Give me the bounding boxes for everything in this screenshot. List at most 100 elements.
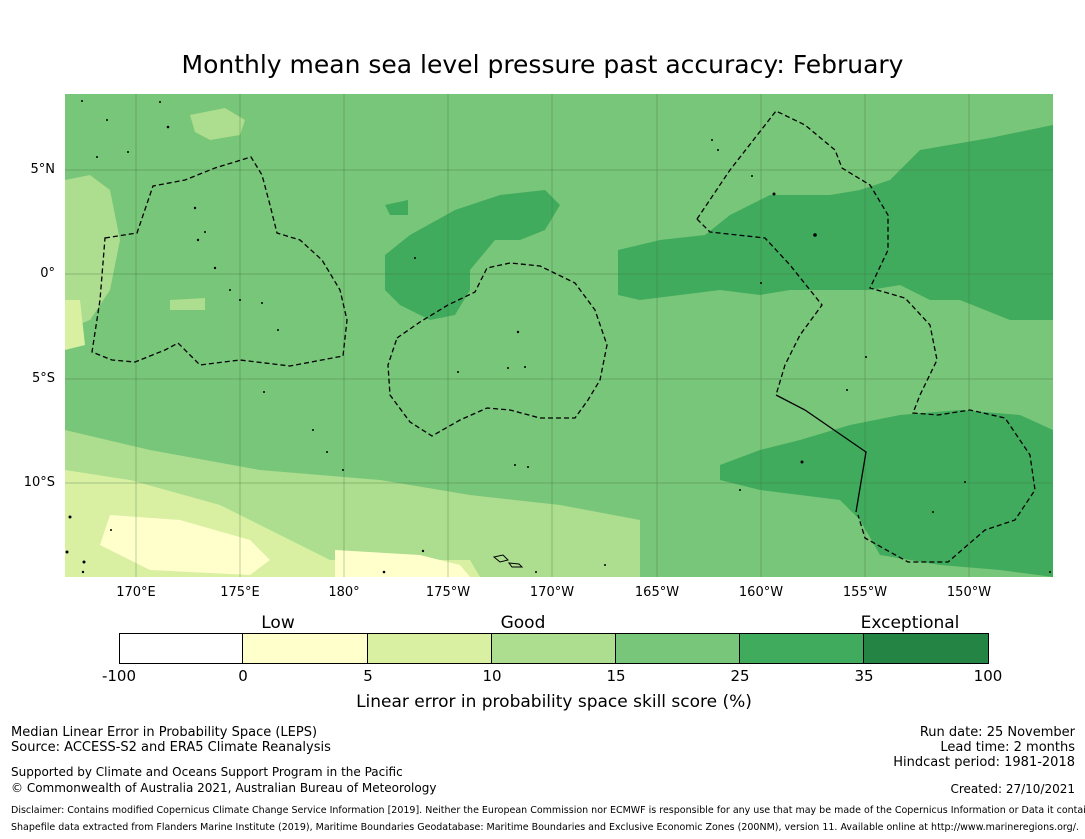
eez-boundary-tokelau <box>387 262 608 437</box>
eez-boundary-kiribati-inner <box>696 218 823 396</box>
colorbar-tick: 5 <box>363 667 373 685</box>
island-marker <box>507 367 509 369</box>
island-marker <box>751 175 753 177</box>
footer-lead-time: Lead time: 2 months <box>940 740 1075 755</box>
island-marker <box>772 192 776 196</box>
island-marker <box>516 330 520 334</box>
island-marker <box>421 549 425 553</box>
island-marker <box>68 515 72 519</box>
island-marker <box>717 149 719 151</box>
island-marker <box>193 206 197 210</box>
colorbar-category-good: Good <box>500 613 546 633</box>
island-marker <box>382 570 386 574</box>
island-marker <box>739 489 741 491</box>
colorbar-segment <box>864 633 989 664</box>
colorbar-tick: 100 <box>973 667 1003 685</box>
island-marker <box>204 231 206 233</box>
island-marker <box>81 570 85 574</box>
lon-label-170w: 170°W <box>529 585 575 600</box>
island-marker <box>65 550 69 554</box>
colorbar-category-exceptional: Exceptional <box>860 613 960 633</box>
eez-boundary-kiribati-line <box>696 110 1036 563</box>
lat-label-0: 0° <box>40 266 55 281</box>
island-marker <box>514 464 516 466</box>
island-marker <box>312 429 314 431</box>
colorbar-segment <box>740 633 864 664</box>
colorbar-label: Linear error in probability space skill … <box>356 692 752 712</box>
island-marker <box>535 571 537 573</box>
island-marker <box>263 391 265 393</box>
map-title: Monthly mean sea level pressure past acc… <box>181 50 904 79</box>
footer-copyright: © Commonwealth of Australia 2021, Austra… <box>11 781 437 795</box>
skill-region-15 <box>190 108 245 140</box>
colorbar-segment <box>119 633 243 664</box>
island-marker <box>82 560 86 564</box>
skill-region-5 <box>100 515 270 575</box>
footer-source: Source: ACCESS-S2 and ERA5 Climate Reana… <box>11 740 331 755</box>
footer-support: Supported by Climate and Oceans Support … <box>11 765 403 779</box>
island-marker <box>96 156 98 158</box>
map-gridlines <box>65 94 1053 577</box>
footer-disclaimer: Disclaimer: Contains modified Copernicus… <box>11 805 1085 816</box>
island-marker <box>457 371 459 373</box>
colorbar-tick: 0 <box>238 667 248 685</box>
lon-label-175w: 175°W <box>425 585 471 600</box>
island-marker <box>865 356 867 358</box>
colorbar-tick: 25 <box>730 667 750 685</box>
island-samoa <box>492 554 509 563</box>
island-marker <box>326 451 328 453</box>
skill-region-35 <box>385 200 408 215</box>
lon-label-170e: 170°E <box>116 585 156 600</box>
island-marker <box>414 257 416 259</box>
skill-map <box>65 94 1053 577</box>
lon-label-175e: 175°E <box>220 585 260 600</box>
colorbar-segment <box>492 633 616 664</box>
skill-region-35 <box>618 125 1053 320</box>
island-marker <box>527 466 529 468</box>
island-marker <box>760 282 762 284</box>
colorbar-tick: -100 <box>101 667 137 685</box>
island-marker <box>800 460 804 464</box>
eez-boundary-solid <box>775 394 867 513</box>
colorbar-segment <box>243 633 368 664</box>
island-marker <box>166 125 170 129</box>
eez-boundary-kiribati-gilbert <box>91 156 348 367</box>
island-marker <box>159 101 161 103</box>
lon-label-180: 180° <box>328 585 360 600</box>
island-marker <box>106 119 108 121</box>
skill-region-10 <box>65 300 85 350</box>
island-marker <box>196 238 200 242</box>
skill-region-35 <box>720 410 1053 577</box>
island-marker <box>524 366 526 368</box>
colorbar-tick: 35 <box>854 667 874 685</box>
island-marker <box>604 564 606 566</box>
skill-region-15 <box>65 175 120 330</box>
lon-label-150w: 150°W <box>946 585 992 600</box>
footer-shapefile-credit: Shapefile data extracted from Flanders M… <box>11 822 1079 833</box>
colorbar-tick: 15 <box>606 667 626 685</box>
island-marker <box>110 529 112 531</box>
island-marker <box>81 100 83 102</box>
island-marker <box>261 302 263 304</box>
island-marker <box>964 481 966 483</box>
island-samoa <box>507 562 524 568</box>
colorbar-category-low: Low <box>261 613 295 633</box>
island-marker <box>277 329 279 331</box>
skill-region-35 <box>385 190 560 320</box>
island-marker <box>711 139 713 141</box>
footer-metric: Median Linear Error in Probability Space… <box>11 725 318 740</box>
footer-hindcast: Hindcast period: 1981-2018 <box>893 755 1075 770</box>
island-marker <box>932 511 934 513</box>
colorbar-segment <box>368 633 492 664</box>
colorbar-tick: 10 <box>482 667 502 685</box>
lat-label-5n: 5°N <box>30 162 56 177</box>
colorbar-segment <box>616 633 740 664</box>
island-marker <box>229 289 231 291</box>
skill-region-5 <box>335 550 470 577</box>
island-marker <box>846 389 848 391</box>
island-marker <box>239 299 241 301</box>
island-marker <box>1049 571 1051 573</box>
island-marker <box>127 151 129 153</box>
lat-label-10s: 10°S <box>23 475 55 490</box>
lon-label-160w: 160°W <box>738 585 784 600</box>
